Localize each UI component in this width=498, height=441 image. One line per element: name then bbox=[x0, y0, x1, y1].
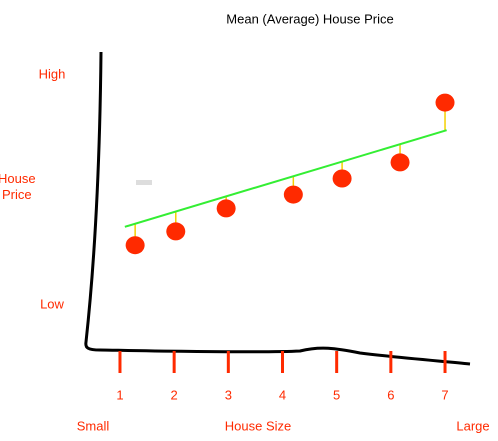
x-tick-label: 2 bbox=[171, 387, 178, 402]
point bbox=[390, 153, 410, 172]
point bbox=[216, 199, 236, 218]
y-axis-label: House Price bbox=[0, 171, 36, 202]
point bbox=[435, 93, 455, 112]
point bbox=[166, 222, 186, 241]
point bbox=[332, 169, 352, 188]
y-tick-label: High bbox=[39, 66, 66, 81]
axes bbox=[84, 51, 471, 366]
x-end-label: Large bbox=[456, 418, 489, 433]
point bbox=[283, 185, 303, 204]
x-tick-label: 4 bbox=[279, 387, 286, 402]
y-label-text-2: Price bbox=[2, 187, 32, 202]
chart-title: Mean (Average) House Price bbox=[226, 11, 393, 26]
x-tick-label: 3 bbox=[225, 387, 232, 402]
x-tick-label: 7 bbox=[441, 387, 448, 402]
y-tick-label: Low bbox=[40, 296, 64, 311]
x-tick-label: 1 bbox=[116, 387, 123, 402]
x-axis-label: House Size bbox=[225, 418, 291, 433]
x-tick-label: 5 bbox=[333, 387, 340, 402]
x-start-label: Small bbox=[77, 418, 110, 433]
gray-dash bbox=[136, 180, 152, 185]
x-tick-label: 6 bbox=[387, 387, 394, 402]
y-label-text: House bbox=[0, 171, 36, 186]
trend-line bbox=[124, 129, 447, 228]
point bbox=[125, 236, 145, 255]
